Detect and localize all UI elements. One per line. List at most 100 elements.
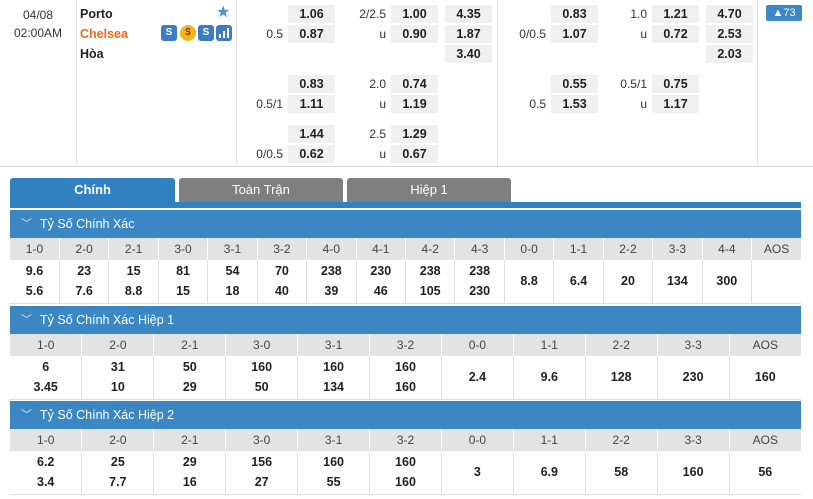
score-odds-cell[interactable]: 9.6 5.6 (10, 260, 60, 304)
odds-value[interactable]: 160 (323, 455, 344, 470)
score-odds-cell[interactable]: 6 3.45 (10, 356, 83, 400)
score-odds-cell[interactable] (751, 260, 801, 304)
odds-value[interactable]: 1.87 (445, 25, 492, 43)
odds-value[interactable]: 10 (110, 380, 125, 395)
odds-value[interactable]: 1.21 (652, 5, 699, 23)
score-odds-cell[interactable]: 29 16 (153, 451, 227, 495)
odds-value[interactable]: 70 (274, 264, 289, 279)
bar-chart-icon[interactable] (216, 25, 232, 41)
odds-value[interactable]: 3.4 (37, 475, 55, 490)
odds-value[interactable]: 230 (469, 284, 491, 299)
odds-value[interactable]: 29 (182, 380, 197, 395)
chevron-down-icon[interactable]: ﹀ (21, 314, 32, 326)
odds-value[interactable]: 2.53 (706, 25, 753, 43)
section-header-correct-score-half2[interactable]: ﹀ Tỷ Số Chính Xác Hiệp 2 (10, 401, 801, 429)
score-odds-cell[interactable]: 81 15 (158, 260, 209, 304)
odds-value[interactable]: 9.6 (25, 264, 44, 279)
odds-value[interactable]: 20 (621, 274, 635, 289)
odds-value[interactable]: 134 (323, 380, 344, 395)
odds-value[interactable]: 7.7 (109, 475, 127, 490)
home-team[interactable]: Porto (80, 7, 113, 21)
score-odds-cell[interactable]: 238 39 (306, 260, 357, 304)
odds-value[interactable]: 1.11 (288, 95, 335, 113)
score-odds-cell[interactable]: 15 8.8 (108, 260, 159, 304)
odds-value[interactable]: 6 (42, 360, 50, 375)
odds-value[interactable]: 81 (176, 264, 190, 279)
odds-value[interactable]: 8.8 (520, 274, 538, 289)
odds-value[interactable]: 0.62 (288, 145, 335, 163)
more-odds-button[interactable]: ▲73 (766, 5, 802, 21)
odds-value[interactable]: 3 (473, 465, 481, 480)
odds-value[interactable]: 3.45 (33, 380, 58, 395)
odds-value[interactable]: 0.87 (288, 25, 335, 43)
odds-value[interactable]: 238 (320, 264, 342, 279)
score-odds-cell[interactable]: 128 (585, 356, 658, 400)
odds-value[interactable]: 50 (254, 380, 269, 395)
score-odds-cell[interactable]: 160 50 (225, 356, 299, 400)
odds-value[interactable]: 238 (419, 264, 441, 279)
odds-value[interactable]: 9.6 (540, 370, 558, 385)
score-odds-cell[interactable]: 238 105 (405, 260, 456, 304)
score-odds-cell[interactable]: 160 (729, 356, 801, 400)
odds-value[interactable]: 39 (324, 284, 339, 299)
odds-value[interactable]: 56 (758, 465, 773, 480)
odds-value[interactable]: 0.72 (652, 25, 699, 43)
odds-value[interactable]: 4.35 (445, 5, 492, 23)
dollar-icon[interactable]: S (198, 25, 214, 41)
coin-icon[interactable]: $ (180, 25, 196, 41)
odds-value[interactable]: 160 (754, 370, 776, 385)
score-odds-cell[interactable]: 134 (652, 260, 703, 304)
odds-value[interactable]: 160 (323, 360, 344, 375)
odds-value[interactable]: 3.40 (445, 45, 492, 63)
odds-value[interactable]: 0.55 (551, 75, 598, 93)
odds-value[interactable]: 6.2 (37, 455, 55, 470)
odds-value[interactable]: 105 (419, 284, 441, 299)
odds-value[interactable]: 134 (666, 274, 688, 289)
odds-value[interactable]: 1.53 (551, 95, 598, 113)
score-odds-cell[interactable]: 160 134 (297, 356, 371, 400)
odds-value[interactable]: 6.9 (540, 465, 558, 480)
score-odds-cell[interactable]: 230 (657, 356, 730, 400)
odds-value[interactable]: 160 (682, 465, 704, 480)
score-odds-cell[interactable]: 160 55 (297, 451, 371, 495)
score-odds-cell[interactable]: 2.4 (441, 356, 514, 400)
odds-value[interactable]: 156 (251, 455, 273, 470)
away-team[interactable]: Chelsea (80, 27, 128, 41)
odds-value[interactable]: 18 (225, 284, 240, 299)
score-odds-cell[interactable]: 156 27 (225, 451, 299, 495)
odds-value[interactable]: 1.29 (391, 125, 438, 143)
score-odds-cell[interactable]: 230 46 (356, 260, 407, 304)
odds-value[interactable]: 23 (77, 264, 92, 279)
tab-first-half[interactable]: Hiệp 1 (347, 178, 511, 202)
odds-value[interactable]: 58 (614, 465, 629, 480)
odds-value[interactable]: 0.83 (551, 5, 598, 23)
odds-value[interactable]: 230 (370, 264, 392, 279)
odds-value[interactable]: 0.74 (391, 75, 438, 93)
odds-value[interactable]: 5.6 (25, 284, 44, 299)
odds-value[interactable]: 50 (182, 360, 197, 375)
score-odds-cell[interactable]: 160 160 (369, 356, 442, 400)
odds-value[interactable]: 1.17 (652, 95, 699, 113)
odds-value[interactable]: 238 (469, 264, 491, 279)
odds-value[interactable]: 2.03 (706, 45, 753, 63)
favorite-star-icon[interactable]: ★ (216, 4, 231, 21)
section-header-correct-score-half1[interactable]: ﹀ Tỷ Số Chính Xác Hiệp 1 (10, 306, 801, 334)
odds-value[interactable]: 7.6 (75, 284, 93, 299)
odds-value[interactable]: 8.8 (124, 284, 143, 299)
score-odds-cell[interactable]: 9.6 (513, 356, 586, 400)
score-odds-cell[interactable]: 6.4 (553, 260, 604, 304)
score-odds-cell[interactable]: 160 160 (369, 451, 442, 495)
score-odds-cell[interactable]: 6.9 (513, 451, 586, 495)
odds-value[interactable]: 15 (126, 264, 141, 279)
score-odds-cell[interactable]: 58 (585, 451, 658, 495)
odds-value[interactable]: 6.4 (569, 274, 588, 289)
odds-value[interactable]: 15 (176, 284, 190, 299)
odds-value[interactable]: 1.19 (391, 95, 438, 113)
odds-value[interactable]: 300 (716, 274, 738, 289)
odds-value[interactable]: 31 (110, 360, 125, 375)
tab-full-match[interactable]: Toàn Trận (179, 178, 343, 202)
odds-value[interactable]: 0.83 (288, 75, 335, 93)
stats-s-icon[interactable]: S (161, 25, 177, 41)
score-odds-cell[interactable]: 6.2 3.4 (10, 451, 83, 495)
score-odds-cell[interactable]: 20 (603, 260, 654, 304)
